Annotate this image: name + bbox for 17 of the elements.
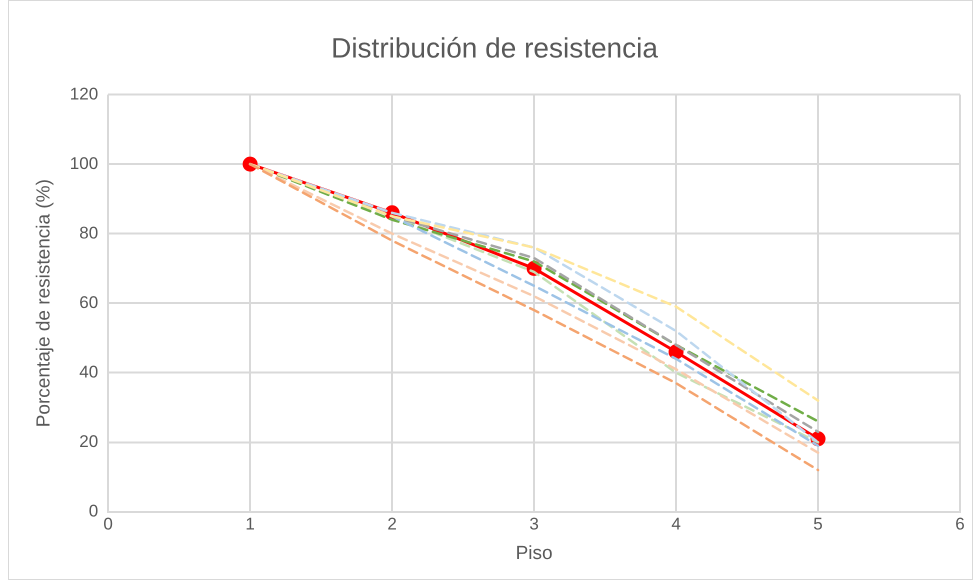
x-tick-label: 1 [245, 514, 255, 534]
y-axis-title: Porcentaje de resistencia (%) [34, 179, 55, 428]
y-tick-label: 100 [70, 154, 98, 173]
y-tick-label: 120 [70, 84, 98, 104]
x-tick-label: 2 [387, 514, 397, 534]
y-tick-label: 80 [79, 223, 98, 242]
x-tick-label: 5 [813, 514, 823, 534]
x-tick-label: 6 [955, 514, 965, 534]
x-tick-label: 0 [103, 514, 113, 534]
x-tick-label: 3 [529, 514, 539, 534]
y-tick-label: 60 [79, 292, 98, 312]
y-tick-label: 0 [88, 501, 98, 520]
x-tick-label: 4 [671, 514, 681, 534]
y-tick-label: 20 [79, 432, 98, 451]
chart-title: Distribución de resistencia [331, 32, 658, 64]
y-tick-label: 40 [79, 362, 98, 382]
x-axis-title: Piso [516, 542, 553, 564]
